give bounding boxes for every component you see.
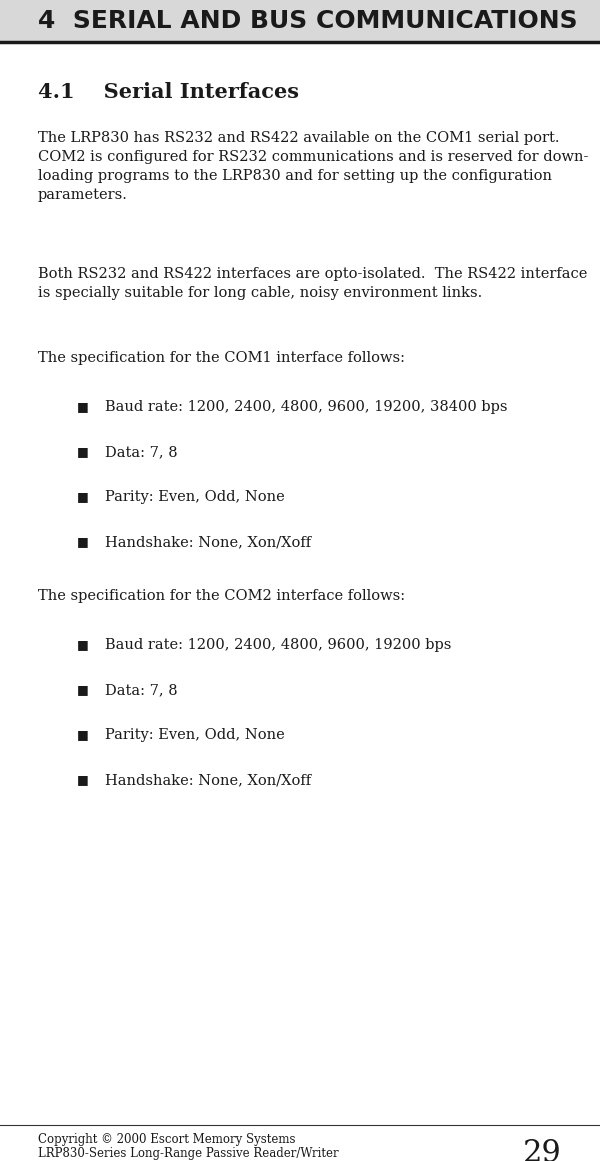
Text: Baud rate: 1200, 2400, 4800, 9600, 19200, 38400 bps: Baud rate: 1200, 2400, 4800, 9600, 19200… <box>105 401 508 414</box>
Text: parameters.: parameters. <box>38 188 128 202</box>
Text: The specification for the COM2 interface follows:: The specification for the COM2 interface… <box>38 589 405 603</box>
Text: ■: ■ <box>77 728 89 741</box>
Text: 29: 29 <box>523 1138 562 1161</box>
Text: ■: ■ <box>77 401 89 413</box>
Text: Copyright © 2000 Escort Memory Systems: Copyright © 2000 Escort Memory Systems <box>38 1133 296 1146</box>
Text: The LRP830 has RS232 and RS422 available on the COM1 serial port.: The LRP830 has RS232 and RS422 available… <box>38 131 560 145</box>
Text: ■: ■ <box>77 683 89 695</box>
Text: 4.1    Serial Interfaces: 4.1 Serial Interfaces <box>38 82 299 102</box>
Text: 4  SERIAL AND BUS COMMUNICATIONS: 4 SERIAL AND BUS COMMUNICATIONS <box>38 9 578 33</box>
Text: is specially suitable for long cable, noisy environment links.: is specially suitable for long cable, no… <box>38 286 482 300</box>
Text: The specification for the COM1 interface follows:: The specification for the COM1 interface… <box>38 351 405 365</box>
Text: ■: ■ <box>77 773 89 786</box>
Text: Parity: Even, Odd, None: Parity: Even, Odd, None <box>105 490 285 504</box>
Text: ■: ■ <box>77 535 89 548</box>
Text: loading programs to the LRP830 and for setting up the configuration: loading programs to the LRP830 and for s… <box>38 170 552 183</box>
Text: LRP830-Series Long-Range Passive Reader/Writer: LRP830-Series Long-Range Passive Reader/… <box>38 1147 338 1160</box>
Text: Parity: Even, Odd, None: Parity: Even, Odd, None <box>105 728 285 742</box>
Text: ■: ■ <box>77 639 89 651</box>
Text: COM2 is configured for RS232 communications and is reserved for down-: COM2 is configured for RS232 communicati… <box>38 150 589 164</box>
Text: Both RS232 and RS422 interfaces are opto-isolated.  The RS422 interface: Both RS232 and RS422 interfaces are opto… <box>38 267 587 281</box>
Text: Data: 7, 8: Data: 7, 8 <box>105 683 178 697</box>
Text: Handshake: None, Xon/Xoff: Handshake: None, Xon/Xoff <box>105 535 311 549</box>
Bar <box>0 0 600 42</box>
Text: Data: 7, 8: Data: 7, 8 <box>105 445 178 459</box>
Text: Handshake: None, Xon/Xoff: Handshake: None, Xon/Xoff <box>105 773 311 787</box>
Text: ■: ■ <box>77 445 89 457</box>
Text: Baud rate: 1200, 2400, 4800, 9600, 19200 bps: Baud rate: 1200, 2400, 4800, 9600, 19200… <box>105 639 451 652</box>
Text: ■: ■ <box>77 490 89 503</box>
